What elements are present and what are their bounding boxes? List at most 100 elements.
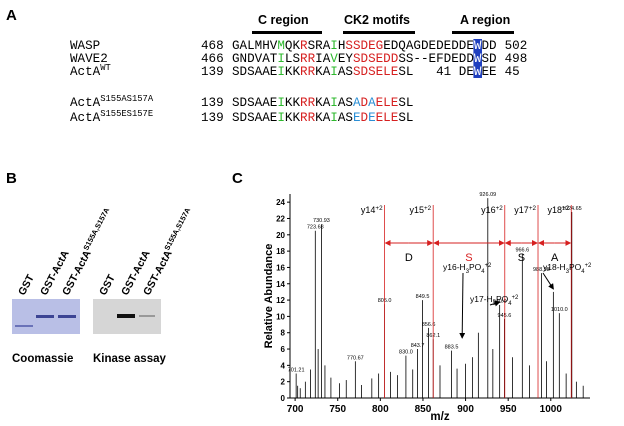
label-part: +2 bbox=[562, 205, 570, 212]
y-tick-label: 10 bbox=[276, 312, 285, 321]
region-bar bbox=[252, 31, 322, 34]
label-part: ActA bbox=[70, 65, 101, 79]
label: y15+2 bbox=[409, 205, 431, 216]
residues: I bbox=[330, 65, 338, 79]
residues: R bbox=[300, 39, 308, 53]
residues: M bbox=[277, 39, 285, 53]
label-part: y18 bbox=[548, 205, 563, 215]
label-part: +2 bbox=[496, 205, 504, 212]
y-tick-label: 24 bbox=[276, 198, 285, 207]
residues: IA bbox=[315, 52, 331, 66]
label: GST-ActAS155A,S157A bbox=[139, 205, 197, 297]
residues: AS bbox=[338, 96, 353, 110]
band bbox=[139, 315, 155, 317]
residues: SDSAAE bbox=[232, 65, 277, 79]
residues: SL bbox=[398, 96, 413, 110]
residues: A bbox=[353, 96, 361, 110]
label-part: ActA bbox=[70, 96, 101, 110]
start-number: 139 bbox=[201, 65, 224, 79]
residues: ELE bbox=[376, 111, 399, 125]
loss-arrow bbox=[459, 272, 466, 339]
region-bar bbox=[452, 31, 514, 34]
label: ActAS155ES157E bbox=[70, 109, 153, 125]
residues: A bbox=[368, 96, 376, 110]
band bbox=[15, 325, 33, 327]
residues: RR bbox=[300, 65, 316, 79]
residues: KK bbox=[285, 96, 301, 110]
peak-label: 856.6 bbox=[422, 322, 436, 328]
label-part: 3 bbox=[566, 269, 570, 275]
caption: Kinase assay bbox=[93, 353, 166, 365]
residues: GALMHV bbox=[232, 39, 278, 53]
x-tick-label: 850 bbox=[415, 404, 432, 415]
peak-label: 966.6 bbox=[515, 248, 529, 254]
residues: DD bbox=[481, 39, 496, 53]
residues: SDSAAE bbox=[232, 96, 277, 110]
start-number: 139 bbox=[201, 96, 224, 110]
residues: ELE bbox=[376, 96, 399, 110]
caption: Coomassie bbox=[12, 353, 73, 365]
panel-label: A bbox=[6, 7, 17, 24]
label-part: GST bbox=[16, 272, 37, 297]
peak-label: 723.68 bbox=[307, 225, 324, 231]
label: y18-H3PO4+2 bbox=[543, 262, 591, 275]
residues: AS bbox=[338, 111, 353, 125]
label-part: +2 bbox=[529, 205, 537, 212]
label: ActAWT bbox=[70, 63, 111, 79]
label-part: GST bbox=[97, 272, 118, 297]
y-tick-label: 8 bbox=[281, 329, 286, 338]
start-number: 468 bbox=[201, 39, 224, 53]
residues: KA bbox=[315, 96, 331, 110]
panel-label: C bbox=[232, 170, 243, 187]
residues: EE bbox=[481, 65, 496, 79]
label-part: 4 bbox=[508, 301, 512, 307]
label-part: WT bbox=[100, 63, 111, 73]
label-part: S155AS157A bbox=[100, 94, 154, 104]
label-part: WAVE2 bbox=[70, 52, 108, 66]
x-tick-label: 750 bbox=[329, 404, 346, 415]
label-part: y17 bbox=[514, 205, 529, 215]
peak-label: 730.93 bbox=[313, 218, 330, 224]
label-part: PO bbox=[569, 262, 582, 272]
peak-label: 843.7 bbox=[411, 343, 425, 349]
label: y17+2 bbox=[514, 205, 536, 216]
residues: H bbox=[338, 39, 346, 53]
label: WASP bbox=[70, 39, 100, 53]
y-tick-label: 20 bbox=[276, 231, 285, 240]
residues: SL 41 DE bbox=[398, 65, 474, 79]
y-tick-label: 12 bbox=[276, 296, 285, 305]
label: GST bbox=[97, 272, 118, 297]
label-part: S155ES157E bbox=[100, 109, 153, 119]
end-number: 498 bbox=[505, 52, 528, 66]
residues: W bbox=[474, 52, 482, 66]
residues: RR bbox=[300, 111, 316, 125]
residues: KK bbox=[285, 65, 301, 79]
label-part: S155A,S157A bbox=[162, 205, 192, 251]
label: y16+2 bbox=[481, 205, 503, 216]
label-part: PO bbox=[496, 294, 509, 304]
residues: SDSELE bbox=[353, 65, 398, 79]
residues: I bbox=[330, 96, 338, 110]
region-label: A region bbox=[460, 13, 510, 27]
label: y16-H3PO4+2 bbox=[443, 262, 491, 275]
residues: QK bbox=[285, 39, 301, 53]
highlight bbox=[473, 52, 482, 65]
residues: EY bbox=[338, 52, 354, 66]
y-tick-label: 6 bbox=[281, 345, 286, 354]
residues: V bbox=[330, 52, 338, 66]
residues: RR bbox=[300, 96, 316, 110]
x-tick-label: 1000 bbox=[540, 404, 563, 415]
label-part: 4 bbox=[581, 269, 585, 275]
y-tick-label: 4 bbox=[281, 361, 286, 370]
peak-label: 1024.65 bbox=[562, 206, 582, 212]
end-number: 45 bbox=[505, 65, 520, 79]
residues: SDSEDD bbox=[353, 52, 398, 66]
peak-label: 988.98 bbox=[533, 267, 550, 273]
region-label: C region bbox=[258, 13, 309, 27]
residues: KK bbox=[285, 111, 301, 125]
y-tick-label: 18 bbox=[276, 247, 285, 256]
residues: D bbox=[361, 111, 369, 125]
label-part: y15 bbox=[409, 205, 424, 215]
label-part: +2 bbox=[375, 205, 383, 212]
peak-label: 770.67 bbox=[347, 355, 364, 361]
